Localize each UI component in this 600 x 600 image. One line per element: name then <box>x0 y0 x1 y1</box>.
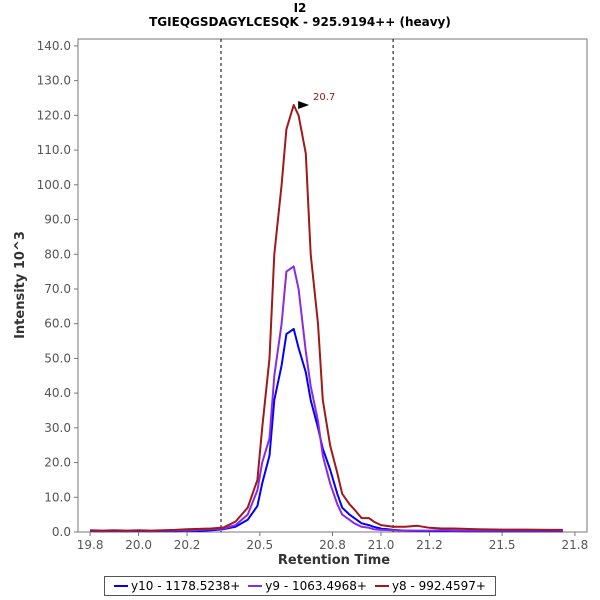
chart-subtitle: TGIEQGSDAGYLCESQK - 925.9194++ (heavy) <box>149 15 451 29</box>
y-tick-label: 50.0 <box>44 351 71 365</box>
x-tick-label: 21.5 <box>489 538 516 552</box>
x-tick-label: 20.8 <box>319 538 346 552</box>
y-tick-label: 120.0 <box>37 108 71 122</box>
legend-label: y8 - 992.4597+ <box>391 579 486 593</box>
legend-item: y8 - 992.4597+ <box>374 579 486 593</box>
y-tick-label: 20.0 <box>44 456 71 470</box>
x-tick-label: 20.2 <box>174 538 201 552</box>
legend-swatch <box>114 585 129 587</box>
y-tick-label: 60.0 <box>44 317 71 331</box>
y-tick-label: 110.0 <box>37 143 71 157</box>
chart-title: I2 <box>294 1 307 15</box>
peak-arrow-icon <box>298 100 310 109</box>
y-axis-label: Intensity 10^3 <box>13 231 28 339</box>
y-tick-label: 30.0 <box>44 421 71 435</box>
y-tick-label: 0.0 <box>52 525 71 539</box>
y-tick-label: 140.0 <box>37 39 71 53</box>
peak-annotation: 20.7 <box>298 92 335 109</box>
legend-swatch <box>374 585 389 587</box>
x-tick-label: 20.5 <box>246 538 273 552</box>
y-tick-label: 70.0 <box>44 282 71 296</box>
legend-label: y9 - 1063.4968+ <box>265 579 367 593</box>
y-tick-label: 80.0 <box>44 247 71 261</box>
legend-swatch <box>248 585 263 587</box>
chart-legend: y10 - 1178.5238+ y9 - 1063.4968+ y8 - 992.… <box>104 576 496 596</box>
x-tick-label: 21.8 <box>562 538 589 552</box>
x-tick-label: 21.0 <box>368 538 395 552</box>
x-axis-label: Retention Time <box>278 553 390 568</box>
x-tick-label: 21.2 <box>416 538 443 552</box>
plot-area <box>77 38 588 533</box>
legend-label: y10 - 1178.5238+ <box>131 579 241 593</box>
legend-item: y9 - 1063.4968+ <box>248 579 367 593</box>
x-tick-label: 20.0 <box>125 538 152 552</box>
y-tick-label: 100.0 <box>37 178 71 192</box>
x-tick-label: 19.8 <box>77 538 104 552</box>
integration-boundaries <box>220 39 394 532</box>
series-line <box>90 104 563 532</box>
y-axis-ticks: 0.0 10.0 20.0 30.0 40.0 50.0 60.0 70.0 80.0 90.0 1… <box>37 39 78 539</box>
y-tick-label: 10.0 <box>44 490 71 504</box>
y-tick-label: 90.0 <box>44 213 71 227</box>
peak-label: 20.7 <box>313 92 335 103</box>
y-tick-label: 40.0 <box>44 386 71 400</box>
series-lines <box>90 104 563 533</box>
y-tick-label: 130.0 <box>37 74 71 88</box>
legend-item: y10 - 1178.5238+ <box>114 579 240 593</box>
x-axis-ticks: 19.8 20.0 20.2 20.5 20.8 21.0 21.2 21.5 21.8 <box>77 532 588 552</box>
